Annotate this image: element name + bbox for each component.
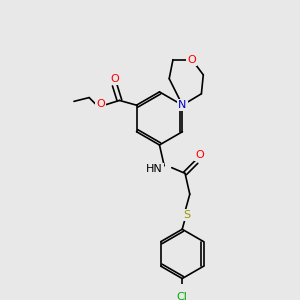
Text: Cl: Cl	[177, 292, 188, 300]
Text: O: O	[96, 99, 105, 109]
Text: N: N	[178, 100, 187, 110]
Text: O: O	[188, 55, 196, 65]
Text: O: O	[195, 150, 204, 161]
Text: S: S	[183, 210, 190, 220]
Text: O: O	[110, 74, 119, 84]
Text: HN: HN	[146, 164, 163, 174]
